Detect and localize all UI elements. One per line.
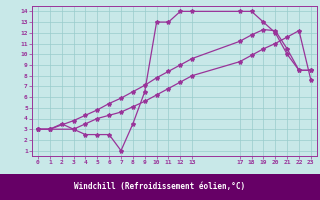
- Text: Windchill (Refroidissement éolien,°C): Windchill (Refroidissement éolien,°C): [75, 182, 245, 192]
